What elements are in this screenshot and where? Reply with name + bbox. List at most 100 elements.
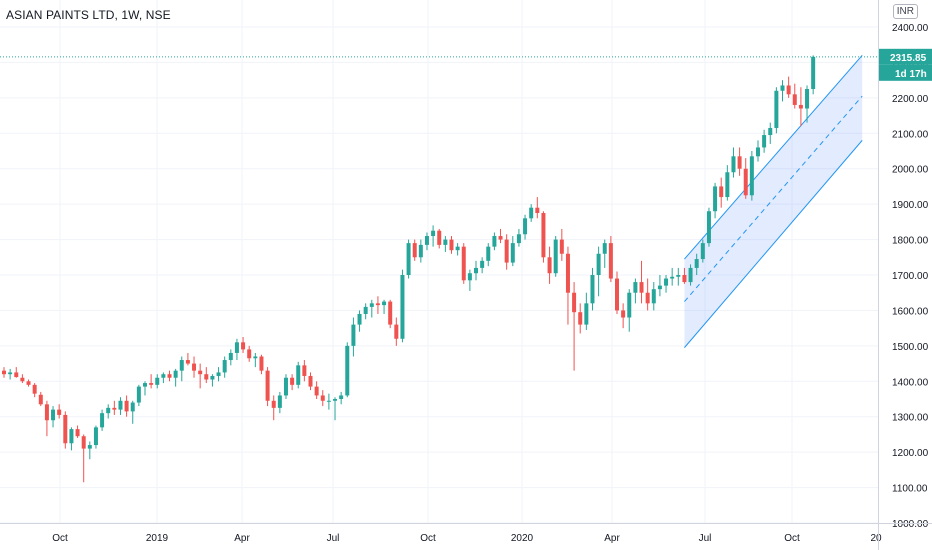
candle[interactable]: [173, 368, 178, 387]
candle[interactable]: [8, 368, 13, 380]
candle[interactable]: [437, 228, 442, 249]
candle[interactable]: [192, 356, 197, 378]
candle[interactable]: [529, 204, 534, 222]
candle[interactable]: [216, 367, 221, 382]
candle[interactable]: [805, 85, 810, 123]
candle[interactable]: [798, 87, 803, 127]
candle[interactable]: [388, 299, 393, 329]
candle[interactable]: [657, 275, 662, 297]
candle[interactable]: [326, 393, 331, 410]
candle[interactable]: [253, 352, 258, 368]
candle[interactable]: [369, 299, 374, 318]
candle[interactable]: [204, 367, 209, 384]
candle[interactable]: [749, 151, 754, 201]
candle[interactable]: [565, 246, 570, 325]
candle[interactable]: [431, 225, 436, 247]
candle[interactable]: [308, 372, 313, 391]
candle[interactable]: [63, 411, 68, 449]
candle[interactable]: [406, 239, 411, 279]
candle[interactable]: [516, 228, 521, 247]
candle[interactable]: [130, 400, 135, 424]
candle[interactable]: [639, 260, 644, 304]
candle[interactable]: [713, 182, 718, 219]
channel-mid-line[interactable]: [684, 95, 863, 302]
candle[interactable]: [498, 228, 503, 244]
currency-badge[interactable]: INR: [892, 4, 918, 19]
candle[interactable]: [136, 384, 141, 407]
candle[interactable]: [2, 367, 6, 378]
candle[interactable]: [780, 80, 785, 102]
candle[interactable]: [394, 317, 399, 346]
candle[interactable]: [93, 425, 98, 449]
candle[interactable]: [578, 303, 583, 334]
candle[interactable]: [265, 367, 270, 407]
candle[interactable]: [271, 395, 276, 421]
candle[interactable]: [198, 363, 203, 389]
candle[interactable]: [768, 122, 773, 144]
candle[interactable]: [559, 228, 564, 261]
candle[interactable]: [418, 239, 423, 263]
candle[interactable]: [44, 400, 49, 437]
candle[interactable]: [241, 337, 246, 353]
candle[interactable]: [811, 55, 816, 95]
candle[interactable]: [467, 269, 472, 291]
candle[interactable]: [118, 397, 123, 415]
candle[interactable]: [670, 267, 675, 286]
candle[interactable]: [553, 236, 558, 277]
candle[interactable]: [100, 409, 105, 431]
candle[interactable]: [210, 374, 215, 387]
candle[interactable]: [161, 372, 166, 384]
candle[interactable]: [510, 236, 515, 267]
candle[interactable]: [320, 390, 325, 407]
candle[interactable]: [302, 360, 307, 382]
candle[interactable]: [725, 165, 730, 201]
candle[interactable]: [737, 147, 742, 176]
candle[interactable]: [664, 275, 669, 293]
candle[interactable]: [400, 269, 405, 343]
candle[interactable]: [706, 207, 711, 247]
candle[interactable]: [234, 338, 239, 361]
channel-lower-line[interactable]: [684, 140, 863, 348]
candle[interactable]: [259, 354, 264, 375]
candle[interactable]: [627, 289, 632, 332]
candle[interactable]: [185, 352, 190, 366]
candle[interactable]: [339, 391, 344, 405]
candle[interactable]: [688, 264, 693, 286]
candle[interactable]: [492, 232, 497, 251]
candle[interactable]: [590, 267, 595, 311]
candle[interactable]: [719, 177, 724, 208]
candle[interactable]: [633, 278, 638, 304]
candle[interactable]: [596, 246, 601, 297]
candle[interactable]: [621, 303, 626, 329]
candle[interactable]: [584, 292, 589, 330]
candle[interactable]: [112, 400, 117, 415]
candle[interactable]: [424, 232, 429, 251]
candle[interactable]: [363, 303, 368, 320]
candle[interactable]: [57, 404, 62, 419]
candle[interactable]: [743, 158, 748, 199]
candle[interactable]: [179, 356, 184, 382]
candle[interactable]: [412, 239, 417, 261]
candle[interactable]: [755, 140, 760, 162]
candle[interactable]: [786, 76, 791, 98]
candle[interactable]: [541, 211, 546, 263]
candle[interactable]: [651, 282, 656, 311]
channel-upper-line[interactable]: [684, 55, 863, 260]
candle[interactable]: [694, 253, 699, 275]
candle[interactable]: [382, 299, 387, 314]
candle[interactable]: [20, 374, 25, 384]
candle[interactable]: [572, 282, 577, 371]
candle[interactable]: [87, 441, 92, 460]
candle[interactable]: [26, 379, 31, 387]
candle[interactable]: [443, 236, 448, 252]
candle[interactable]: [124, 395, 129, 417]
candle[interactable]: [645, 278, 650, 311]
candle[interactable]: [676, 267, 681, 286]
candle[interactable]: [455, 243, 460, 256]
candle[interactable]: [535, 197, 540, 219]
candle[interactable]: [167, 370, 172, 382]
candle[interactable]: [75, 425, 80, 438]
candle[interactable]: [615, 271, 619, 314]
candle[interactable]: [106, 404, 111, 419]
candle[interactable]: [792, 83, 797, 109]
